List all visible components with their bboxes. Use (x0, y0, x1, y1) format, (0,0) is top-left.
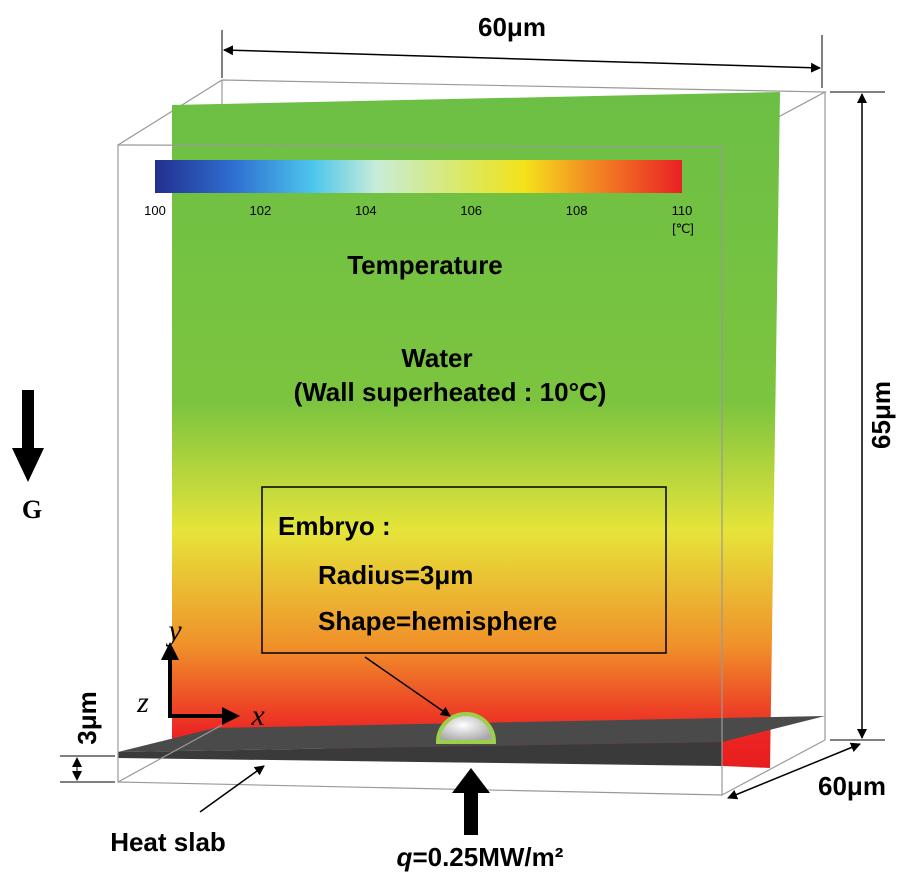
embryo-shape: Shape=hemisphere (318, 606, 557, 636)
heat-flux-label: q=0.25MW/m² (397, 842, 564, 872)
colorbar-tick-label: 104 (355, 203, 377, 218)
temperature-plane (172, 92, 780, 768)
z-axis-label: z (136, 686, 149, 719)
heat-flux-arrow (464, 790, 478, 835)
heat-flux-symbol: q (397, 842, 413, 872)
condition-label: (Wall superheated : 10°C) (294, 377, 607, 407)
temperature-label: Temperature (347, 250, 503, 280)
slab-label: 3μm (72, 691, 102, 745)
width-arrow (224, 50, 820, 68)
diagram: 100 102 104 106 108 110 [℃] Temperature Water… (0, 0, 902, 873)
water-label: Water (401, 343, 472, 373)
heat-flux-value: =0.25MW/m² (412, 842, 563, 872)
gravity-label: G (22, 495, 42, 524)
height-label: 65μm (866, 381, 896, 449)
x-axis-label: x (250, 699, 265, 732)
colorbar-tick-label: 106 (460, 203, 482, 218)
embryo-title: Embryo : (278, 511, 391, 541)
colorbar (155, 160, 682, 193)
gravity-arrow (22, 390, 34, 450)
heat-slab-label: Heat slab (110, 827, 226, 857)
heat-flux-arrow-head (452, 768, 490, 793)
colorbar-tick-label: 102 (250, 203, 272, 218)
pointer (200, 766, 264, 812)
page: 100 102 104 106 108 110 [℃] Temperature Water… (0, 0, 902, 873)
y-axis-label: y (165, 614, 182, 647)
colorbar-tick-label: 108 (566, 203, 588, 218)
gravity-arrow-head (12, 448, 44, 482)
colorbar-tick-label: 110 (672, 203, 693, 218)
colorbar-tick-label: 100 (144, 203, 166, 218)
width-label: 60μm (478, 12, 546, 42)
colorbar-unit: [℃] (672, 221, 694, 236)
embryo-radius: Radius=3μm (318, 560, 473, 590)
depth-label: 60μm (818, 771, 886, 801)
